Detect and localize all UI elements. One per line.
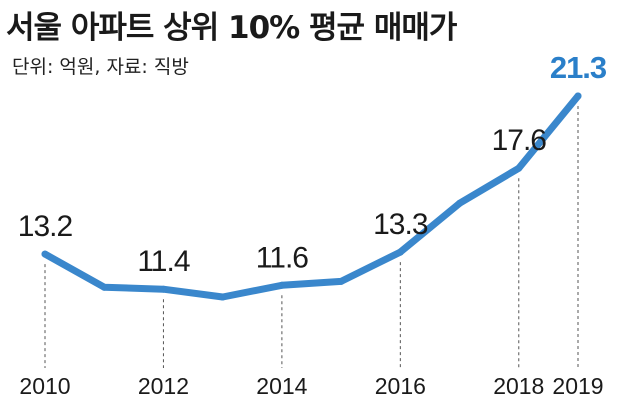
data-point-2017 (456, 199, 464, 207)
data-point-2018 (515, 164, 523, 172)
chart-subtitle: 단위: 억원, 자료: 직방 (12, 56, 189, 78)
series-line (41, 92, 582, 301)
value-labels: 13.2 11.4 11.6 13.3 17.6 21.3 (18, 50, 608, 278)
x-axis-ticks: 2010 2012 2014 2016 2018 2019 (19, 373, 603, 399)
value-label-2010: 13.2 (18, 210, 73, 243)
data-point-2015 (337, 277, 345, 285)
x-tick-label-2019: 2019 (552, 373, 603, 399)
data-point-2014 (278, 281, 286, 289)
x-tick-label-2012: 2012 (138, 373, 189, 399)
data-point-2019 (574, 92, 582, 100)
series-group (41, 92, 582, 301)
value-label-2018: 17.6 (492, 124, 547, 157)
x-tick-label-2014: 2014 (256, 373, 307, 399)
value-label-2016: 13.3 (373, 208, 428, 241)
data-point-2012 (159, 285, 167, 293)
value-label-2012: 11.4 (137, 245, 189, 278)
data-point-2013 (219, 293, 227, 301)
data-point-2011 (100, 283, 108, 291)
x-tick-label-2010: 2010 (19, 373, 70, 399)
guide-lines (44, 106, 579, 368)
chart-title: 서울 아파트 상위 10% 평균 매매가 (6, 10, 457, 46)
value-label-2014: 11.6 (256, 241, 308, 274)
x-tick-label-2016: 2016 (375, 373, 426, 399)
value-label-2019: 21.3 (550, 50, 607, 85)
data-point-2010 (41, 250, 49, 258)
x-tick-label-2018: 2018 (493, 373, 544, 399)
data-point-2016 (396, 248, 404, 256)
